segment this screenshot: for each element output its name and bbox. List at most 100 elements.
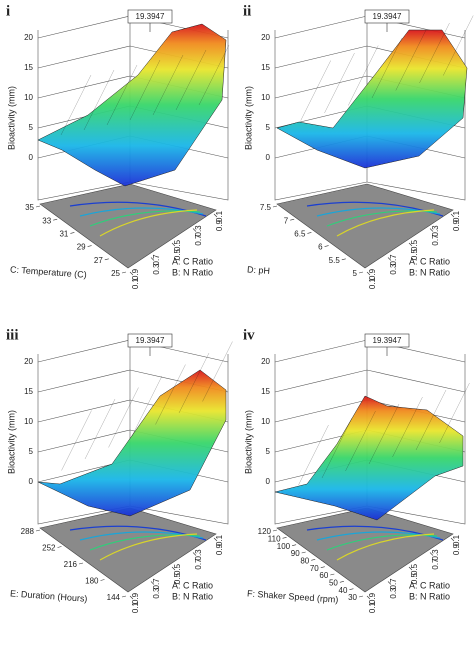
c-tick [104,258,109,261]
b-tick-label: 0.1 [215,534,224,546]
surface-mesh [84,398,116,460]
c-tick [100,579,105,581]
surface-mesh [392,396,423,458]
floor-contour [99,533,198,561]
a-tick [213,537,218,542]
a-tick [429,552,434,556]
c-tick-label: 25 [111,269,120,278]
c-tick-label: 33 [42,216,51,225]
b-tick-label: 0.9 [131,268,140,280]
surface-mesh [368,403,400,465]
surface-mesh [108,387,139,448]
c-tick [320,566,325,568]
panel: iv 0 5 10 15 20 Bioactivity (mm) 19.3947 3040506… [243,327,470,613]
c-tick-label: 40 [339,586,348,595]
z-tick-label: 0 [29,153,34,162]
a-axis-label: A: C Ratio [172,580,213,590]
surface-mesh [155,364,186,425]
a-tick [171,566,176,571]
a-tick [387,581,392,585]
a-tick [408,242,413,247]
a-tick [192,228,197,232]
c-tick [349,588,354,590]
surface-mesh [60,74,92,136]
a-tick-label: 0.1 [368,277,377,289]
b-tick-label: 0.5 [173,563,182,575]
floor [39,183,217,269]
surface-mesh [443,15,474,76]
response-surface [37,23,227,187]
z-axis-label: Bioactivity (mm) [243,86,253,150]
panel-label: iv [243,327,255,343]
a-tick-label: 0.7 [194,234,203,246]
surface-mesh [152,54,184,116]
b-tick-label: 0.3 [194,549,203,561]
b-tick-label: 0.9 [368,592,377,604]
surface-mesh [131,375,163,437]
c-tick-label: 7 [284,216,289,225]
z-tick-label: 15 [261,387,270,396]
c-tick-label: 27 [94,256,103,265]
c-tick-label: 252 [42,544,56,553]
a-tick-label: 0.3 [152,587,161,599]
z-axis-label: Bioactivity (mm) [243,410,253,474]
c-axis-label: C: Temperature (C) [10,264,87,279]
b-axis-label: B: N Ratio [172,591,213,601]
c-tick [272,529,278,532]
z-tick-label: 20 [24,33,33,42]
c-tick-label: 288 [21,527,35,536]
panel-label: ii [243,3,251,19]
z-tick-label: 15 [261,63,270,72]
c-tick-label: 6.5 [294,230,306,239]
a-tick [366,271,371,276]
z-tick-label: 15 [24,63,33,72]
c-tick-label: 60 [319,571,328,580]
floor-contour [336,209,435,237]
z-tick-label: 20 [24,357,33,366]
b-axis-label: B: N Ratio [172,267,213,277]
a-tick [129,271,134,276]
panel: iii 0 5 10 15 20 Bioactivity (mm) 19.3947 144 180… [6,327,233,613]
c-tick-label: 216 [64,560,78,569]
response-surface [37,369,227,517]
a-tick [387,257,392,261]
c-axis-label: D: pH [247,264,271,276]
surface-mesh [106,64,138,126]
z-tick-label: 0 [29,477,34,486]
a-tick-label: 0.1 [368,601,377,613]
a-tick [408,566,413,571]
a-tick-label: 0.5 [410,572,419,584]
c-tick-label: 180 [85,577,99,586]
max-label: 19.3947 [136,336,165,345]
max-label: 19.3947 [373,336,402,345]
c-tick [272,205,278,208]
c-tick [87,245,92,247]
a-tick-label: 0.9 [452,219,461,231]
max-label: 19.3947 [136,12,165,21]
c-tick [358,271,364,274]
surface-mesh [129,59,161,121]
c-tick [307,232,312,234]
b-axis-label: B: N Ratio [409,267,450,277]
a-tick-label: 0.9 [215,219,224,231]
z-grid-line [274,369,466,393]
c-tick [301,551,306,554]
z-tick-label: 0 [266,477,271,486]
panel-label: i [6,3,10,19]
c-tick [53,218,58,221]
b-tick-label: 0.7 [152,578,161,590]
a-tick-label: 0.1 [131,601,140,613]
a-tick [366,595,371,600]
c-tick-label: 7.5 [260,203,272,212]
c-tick-label: 5.5 [329,256,341,265]
a-tick-label: 0.3 [389,263,398,275]
a-tick [192,552,197,556]
surface-mesh [298,424,329,486]
surface-mesh [348,45,379,106]
b-tick-label: 0.5 [410,239,419,251]
c-tick [290,218,295,221]
b-tick-label: 0.7 [389,578,398,590]
a-tick [171,242,176,247]
panel-label: iii [6,327,19,343]
b-tick-label: 0.9 [131,592,140,604]
